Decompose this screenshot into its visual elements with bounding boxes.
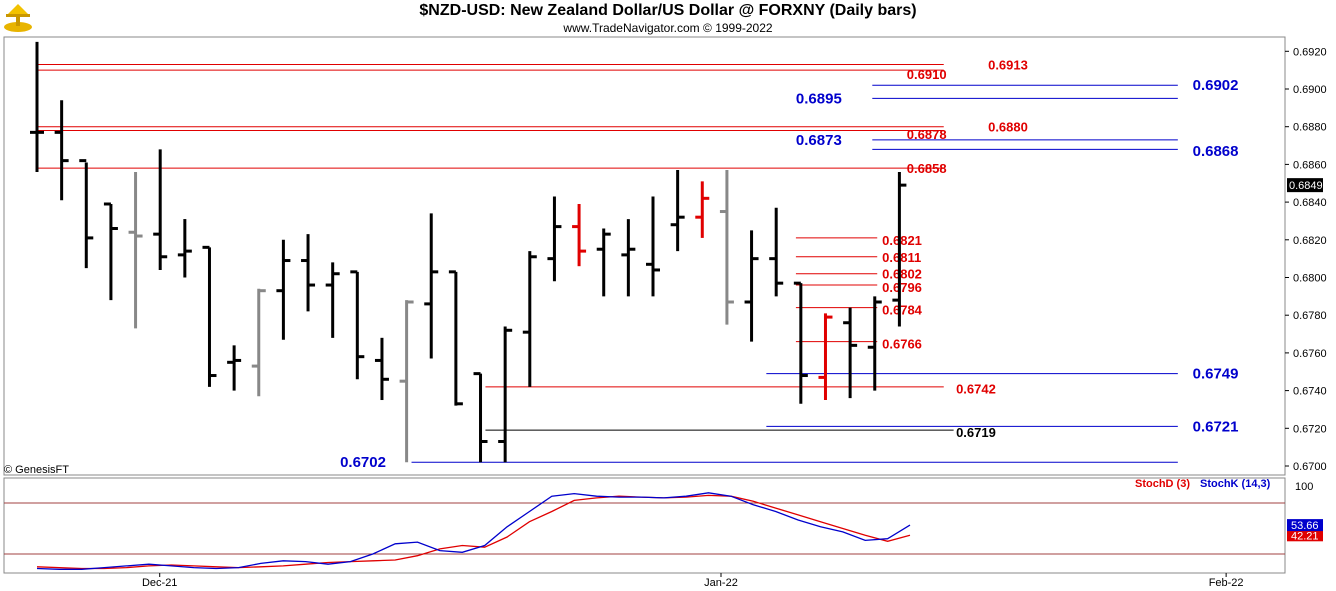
stoch-d-line — [36, 494, 911, 570]
price-tick-label: 0.6760 — [1293, 348, 1327, 360]
price-levels: 0.6913 0.6910 0.6902 0.6895 0.6880 0.6878 0.68… — [37, 57, 1239, 471]
ohlc-bar — [818, 313, 833, 401]
ohlc-bar — [892, 171, 907, 327]
stoch-legend-entry: StochD (3) — [1135, 478, 1190, 490]
stoch-value-tag — [1287, 519, 1323, 532]
stoch-legend-entry: StochK (14,3) — [1200, 478, 1271, 490]
ohlc-bar — [621, 219, 636, 297]
level-label: 0.6749 — [1193, 366, 1239, 383]
trade-navigator-logo-icon — [4, 4, 32, 32]
level-label: 0.6902 — [1193, 77, 1239, 94]
date-tick-label: Dec-21 — [142, 577, 177, 589]
stoch-value-label: 53.66 — [1291, 520, 1319, 532]
last-price-tag — [1287, 178, 1323, 193]
ohlc-bar — [276, 239, 291, 340]
price-tick-label: 0.6920 — [1293, 46, 1327, 58]
price-panel-border — [3, 36, 1286, 476]
ohlc-bar — [473, 372, 488, 463]
chart-title: $NZD-USD: New Zealand Dollar/US Dollar @… — [419, 2, 917, 19]
level-label: 0.6821 — [882, 233, 922, 248]
price-tick-label: 0.6740 — [1293, 386, 1327, 398]
ohlc-bar — [227, 345, 242, 391]
price-tick-label: 0.6700 — [1293, 461, 1327, 473]
ohlc-bar — [128, 171, 143, 329]
stochastic-panel: 100 42.21 StochD (3) 53.66 StochK (14,3) — [4, 478, 1323, 570]
level-label: 0.6719 — [956, 425, 996, 440]
stoch-value-label: 42.21 — [1291, 530, 1319, 542]
level-label: 0.6702 — [340, 454, 386, 471]
level-label: 0.6742 — [956, 382, 996, 397]
ohlc-bar — [374, 337, 389, 401]
ohlc-bar — [251, 288, 266, 397]
level-label: 0.6796 — [882, 280, 922, 295]
ohlc-bar — [153, 149, 168, 270]
ohlc-bar — [399, 300, 414, 463]
price-panel-frame — [3, 36, 1286, 574]
ohlc-bar — [719, 170, 734, 325]
price-bars — [30, 41, 907, 463]
price-tick-label: 0.6800 — [1293, 273, 1327, 285]
ohlc-bar — [448, 270, 463, 406]
level-label: 0.6913 — [988, 57, 1028, 72]
level-label: 0.6878 — [907, 127, 947, 142]
price-tick-label: 0.6840 — [1293, 197, 1327, 209]
stoch-tick-label: 100 — [1295, 481, 1313, 493]
date-axis: Dec-21 Jan-22 Feb-22 — [142, 573, 1244, 589]
price-tick-label: 0.6880 — [1293, 122, 1327, 134]
ohlc-bar — [54, 100, 69, 201]
chart-subtitle: www.TradeNavigator.com © 1999-2022 — [563, 21, 773, 35]
ohlc-bar — [596, 228, 611, 297]
ohlc-bar — [867, 296, 882, 391]
ohlc-bar — [325, 262, 340, 338]
ohlc-bar — [843, 307, 858, 399]
ohlc-bar — [695, 181, 710, 238]
date-tick-label: Feb-22 — [1209, 577, 1244, 589]
price-tick-label: 0.6780 — [1293, 310, 1327, 322]
ohlc-bar — [30, 41, 44, 172]
date-tick-label: Jan-22 — [704, 577, 738, 589]
ohlc-bar — [301, 234, 316, 312]
ohlc-bar — [744, 230, 759, 342]
level-label: 0.6880 — [988, 120, 1028, 135]
price-axis: 0.6920 0.6900 0.6880 0.6860 0.6840 0.6820 0.68… — [1285, 46, 1327, 473]
ohlc-bar — [103, 202, 118, 301]
level-label: 0.6868 — [1193, 143, 1239, 160]
ohlc-bar — [79, 159, 94, 269]
ohlc-bar — [646, 196, 660, 297]
price-tick-label: 0.6860 — [1293, 159, 1327, 171]
ohlc-bar — [670, 170, 685, 252]
level-label: 0.6858 — [907, 161, 947, 176]
genesis-watermark: © GenesisFT — [4, 464, 69, 476]
level-label: 0.6873 — [796, 132, 842, 149]
ohlc-bar — [547, 196, 562, 282]
stochastic-panel-border — [3, 477, 1286, 574]
price-tick-label: 0.6720 — [1293, 423, 1327, 435]
stoch-k-line — [36, 492, 911, 570]
level-label: 0.6784 — [882, 303, 923, 318]
ohlc-bar — [572, 203, 587, 267]
ohlc-bar — [522, 251, 537, 387]
level-label: 0.6910 — [907, 67, 947, 82]
stoch-value-tag — [1287, 529, 1323, 542]
price-tick-label: 0.6820 — [1293, 235, 1327, 247]
ohlc-bar — [769, 207, 784, 297]
price-tick-label: 0.6900 — [1293, 84, 1327, 96]
last-price-label: 0.6849 — [1289, 180, 1323, 192]
level-label: 0.6802 — [882, 267, 922, 282]
ohlc-bar — [793, 281, 808, 404]
ohlc-bar — [424, 213, 439, 359]
ohlc-bar — [350, 270, 365, 380]
level-label: 0.6895 — [796, 90, 842, 107]
ohlc-bar — [177, 219, 192, 278]
level-label: 0.6766 — [882, 336, 922, 351]
ohlc-bar — [202, 245, 217, 387]
level-label: 0.6811 — [882, 250, 921, 265]
ohlc-bar — [498, 326, 513, 463]
level-label: 0.6721 — [1193, 418, 1239, 435]
